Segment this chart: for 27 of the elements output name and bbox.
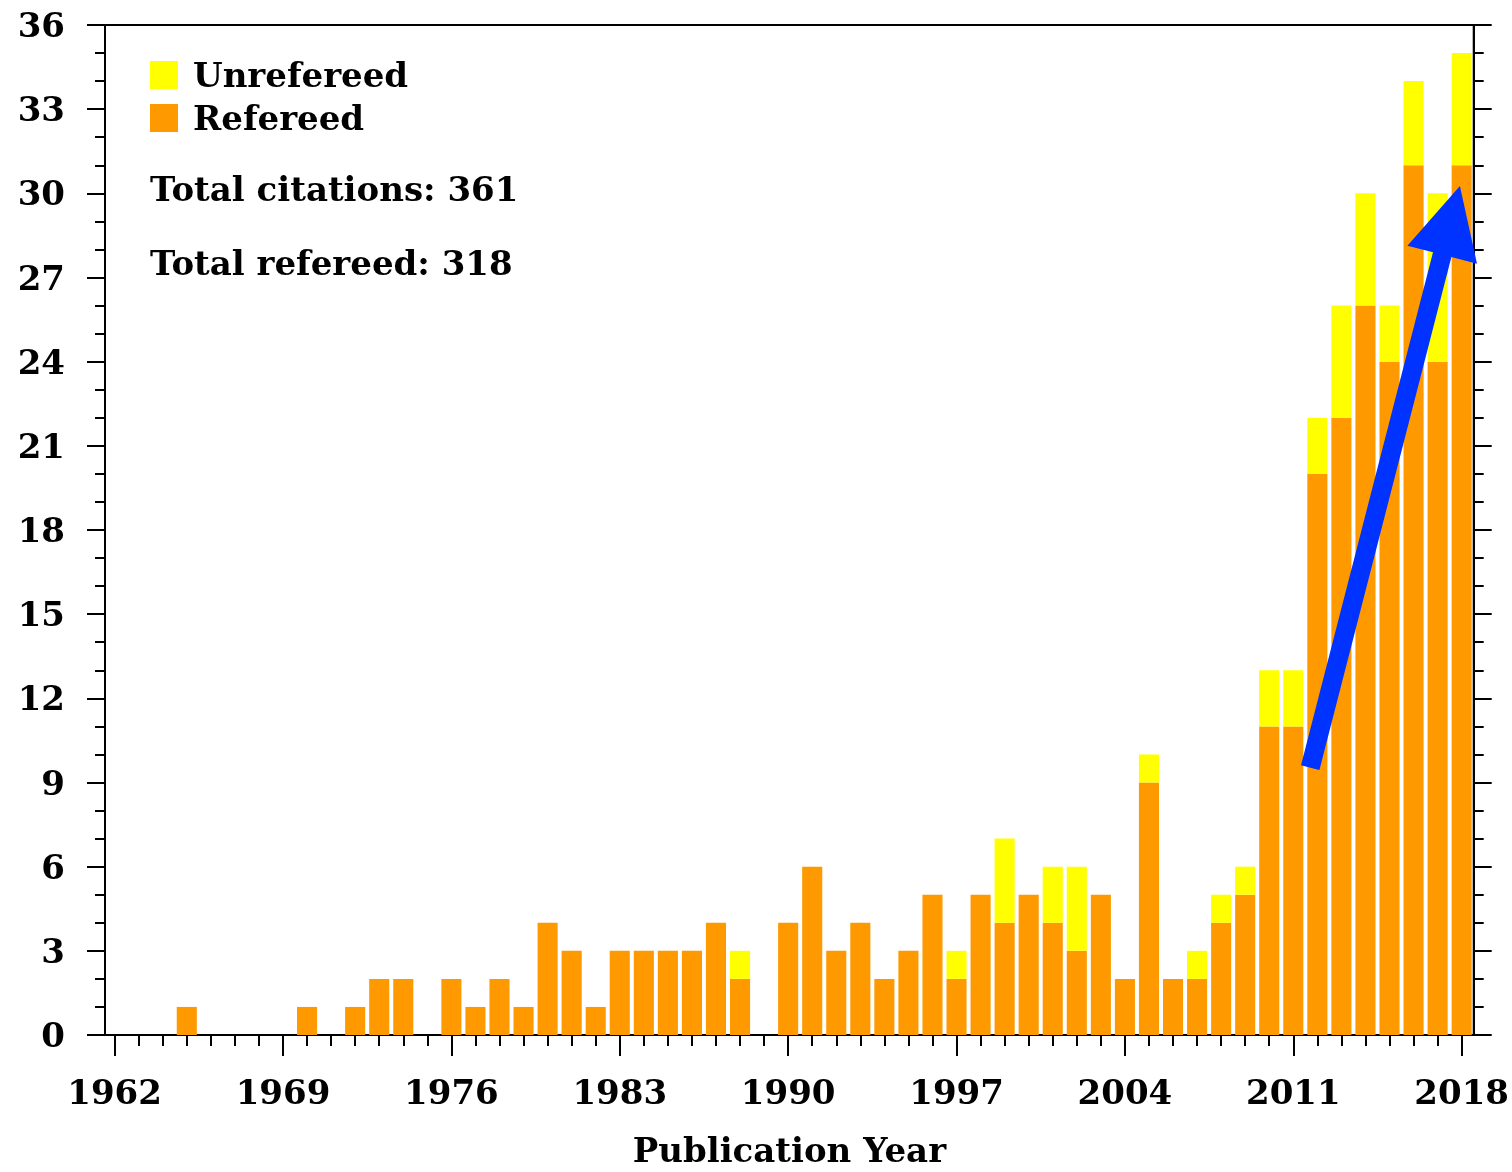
legend-label: Refereed [193,98,365,138]
x-tick-label: 1997 [909,1072,1004,1112]
annotation: Total citations: 361 [150,169,519,209]
x-axis-title: Publication Year [632,1130,948,1170]
y-tick-label: 9 [41,762,65,803]
y-tick-label: 33 [17,89,65,130]
x-tick-label: 2018 [1414,1072,1510,1112]
x-tick-label: 1983 [572,1072,668,1112]
y-tick-label: 15 [17,594,65,635]
y-tick-label: 30 [17,173,65,214]
x-tick-label: 2004 [1077,1072,1173,1112]
y-tick-label: 24 [17,341,65,382]
x-tick-label: 1976 [404,1072,499,1112]
y-tick-label: 36 [17,5,65,45]
x-tick-label: 1969 [235,1072,331,1112]
y-tick-label: 6 [41,846,65,887]
y-tick-label: 12 [17,678,65,719]
y-tick-label: 18 [17,510,65,550]
y-tick-label: 21 [17,425,65,466]
legend-label: Unrefereed [193,55,409,95]
x-tick-label: 1990 [740,1072,836,1112]
y-tick-label: 3 [41,930,65,971]
x-tick-label: 1962 [67,1072,162,1112]
y-tick-label: 27 [17,257,65,298]
x-tick-label: 2011 [1245,1072,1341,1112]
annotation: Total refereed: 318 [150,243,513,283]
y-tick-label: 0 [41,1015,65,1055]
